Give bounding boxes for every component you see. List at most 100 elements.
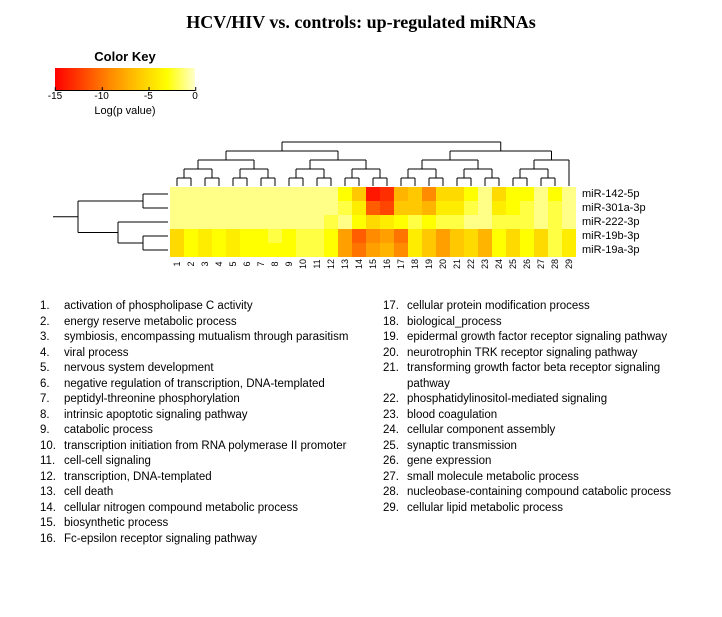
- heatmap-cell: [492, 229, 506, 243]
- legend-item: 14.cellular nitrogen compound metabolic …: [40, 501, 359, 517]
- legend-item: 6.negative regulation of transcription, …: [40, 377, 359, 393]
- heatmap-cell: [296, 215, 310, 229]
- legend-item-text: Fc-epsilon receptor signaling pathway: [64, 532, 359, 548]
- heatmap-cell: [254, 229, 268, 243]
- heatmap-cell: [184, 215, 198, 229]
- heatmap-cell: [296, 187, 310, 201]
- heatmap-col-label: 17: [396, 257, 406, 271]
- legend-item-number: 20.: [383, 346, 407, 362]
- legend-item-number: 26.: [383, 454, 407, 470]
- heatmap-cell: [268, 229, 282, 243]
- heatmap-row-label: miR-301a-3p: [582, 201, 646, 215]
- heatmap-cell: [296, 243, 310, 257]
- legend-item: 27.small molecule metabolic process: [383, 470, 702, 486]
- legend-item: 19.epidermal growth factor receptor sign…: [383, 330, 702, 346]
- legend-item-text: nervous system development: [64, 361, 359, 377]
- legend-item-number: 13.: [40, 485, 64, 501]
- heatmap-cell: [338, 229, 352, 243]
- heatmap-cell: [478, 201, 492, 215]
- heatmap-cell: [408, 201, 422, 215]
- legend: 1.activation of phospholipase C activity…: [20, 299, 702, 547]
- heatmap-cell: [352, 215, 366, 229]
- legend-item: 26.gene expression: [383, 454, 702, 470]
- heatmap-cell: [548, 243, 562, 257]
- legend-item-number: 29.: [383, 501, 407, 517]
- column-dendrogram: [170, 91, 576, 186]
- heatmap-col-label: 7: [256, 257, 266, 271]
- heatmap-cell: [464, 215, 478, 229]
- heatmap-cell: [422, 187, 436, 201]
- heatmap-cell: [380, 187, 394, 201]
- heatmap-cell: [198, 243, 212, 257]
- legend-item-number: 28.: [383, 485, 407, 501]
- heatmap-cell: [296, 229, 310, 243]
- heatmap-cell: [520, 201, 534, 215]
- color-key-tick: -5: [144, 91, 153, 102]
- legend-item-text: blood coagulation: [407, 408, 702, 424]
- legend-item: 5.nervous system development: [40, 361, 359, 377]
- heatmap-cell: [534, 243, 548, 257]
- legend-item-number: 6.: [40, 377, 64, 393]
- heatmap-cell: [450, 215, 464, 229]
- heatmap-cell: [450, 201, 464, 215]
- legend-item: 20.neurotrophin TRK receptor signaling p…: [383, 346, 702, 362]
- heatmap-cell: [492, 187, 506, 201]
- heatmap-cell: [534, 201, 548, 215]
- heatmap-cell: [352, 243, 366, 257]
- legend-item: 29.cellular lipid metabolic process: [383, 501, 702, 517]
- heatmap-row: [170, 215, 576, 229]
- heatmap-cell: [282, 243, 296, 257]
- heatmap-col-label: 23: [480, 257, 490, 271]
- heatmap-cell: [268, 187, 282, 201]
- legend-item-number: 9.: [40, 423, 64, 439]
- heatmap-col-label: 29: [564, 257, 574, 271]
- heatmap-cell: [366, 243, 380, 257]
- heatmap-col-label: 5: [228, 257, 238, 271]
- heatmap-cell: [338, 215, 352, 229]
- heatmap-cell: [212, 229, 226, 243]
- heatmap-cell: [296, 201, 310, 215]
- heatmap-col-label: 3: [200, 257, 210, 271]
- heatmap-cell: [184, 229, 198, 243]
- heatmap-cell: [506, 201, 520, 215]
- legend-item: 10.transcription initiation from RNA pol…: [40, 439, 359, 455]
- heatmap-cell: [408, 187, 422, 201]
- heatmap-cell: [534, 229, 548, 243]
- legend-item-text: small molecule metabolic process: [407, 470, 702, 486]
- heatmap-cell: [282, 187, 296, 201]
- heatmap-cell: [436, 243, 450, 257]
- heatmap-cell: [450, 229, 464, 243]
- legend-item-text: activation of phospholipase C activity: [64, 299, 359, 315]
- heatmap-cell: [408, 215, 422, 229]
- heatmap-cell: [534, 215, 548, 229]
- heatmap-row: [170, 201, 576, 215]
- heatmap-col-label: 24: [494, 257, 504, 271]
- heatmap-cell: [422, 201, 436, 215]
- heatmap-cell: [212, 215, 226, 229]
- legend-item-text: negative regulation of transcription, DN…: [64, 377, 359, 393]
- heatmap-cell: [338, 201, 352, 215]
- heatmap-cell: [394, 187, 408, 201]
- heatmap-col-labels: 1234567891011121314151617181920212223242…: [170, 259, 576, 269]
- heatmap-cell: [506, 229, 520, 243]
- heatmap-cell: [198, 215, 212, 229]
- legend-item: 23.blood coagulation: [383, 408, 702, 424]
- heatmap-cell: [520, 187, 534, 201]
- heatmap-col-label: 6: [242, 257, 252, 271]
- heatmap-cell: [352, 201, 366, 215]
- heatmap-cell: [562, 243, 576, 257]
- legend-item: 22.phosphatidylinositol-mediated signali…: [383, 392, 702, 408]
- heatmap-row: [170, 243, 576, 257]
- heatmap-col-label: 13: [340, 257, 350, 271]
- legend-item-number: 12.: [40, 470, 64, 486]
- heatmap-cell: [240, 229, 254, 243]
- heatmap-cell: [394, 229, 408, 243]
- heatmap-cell: [212, 201, 226, 215]
- legend-item-text: transcription initiation from RNA polyme…: [64, 439, 359, 455]
- heatmap-row-label: miR-19b-3p: [582, 229, 646, 243]
- heatmap-cell: [450, 243, 464, 257]
- heatmap-cell: [226, 187, 240, 201]
- heatmap-cell: [520, 243, 534, 257]
- legend-item-text: gene expression: [407, 454, 702, 470]
- heatmap-cell: [240, 243, 254, 257]
